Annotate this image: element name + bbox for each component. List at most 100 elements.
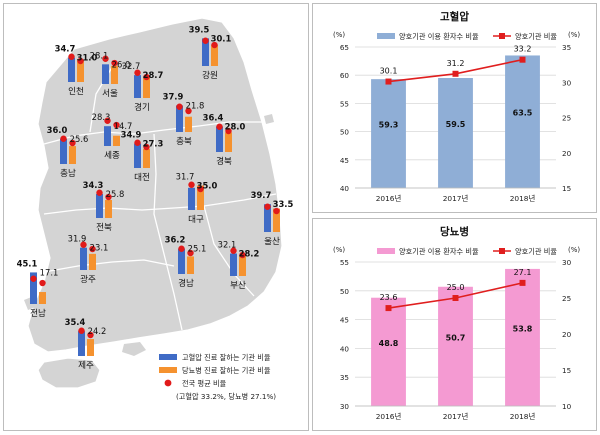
hypertension-chart-panel: 고혈압 양호기관 이용 환자수 비율 양호기관 비율 (%) (%) 40 45 50 55 60…	[312, 3, 597, 213]
left-tick-label: 40	[340, 184, 350, 193]
region-bp-value: 31.7	[176, 172, 195, 182]
legend-note-avg: (고혈압 33.2%, 당뇨병 27.1%)	[176, 392, 276, 401]
region-bp-value: 34.9	[121, 130, 142, 140]
region-name: 제주	[78, 360, 94, 371]
region-avg-marker	[178, 245, 185, 252]
x-tick-label: 2016년	[376, 412, 402, 421]
region-db-value: 25.1	[188, 244, 207, 254]
bar-value-label: 59.5	[446, 120, 466, 129]
region-bp-value: 28.3	[92, 112, 111, 122]
region-bp-value: 37.9	[163, 91, 184, 101]
line-value-label: 31.2	[447, 59, 465, 68]
right-tick-label: 10	[562, 402, 572, 411]
region-marker: 36.225.1 경남	[165, 235, 207, 289]
region-db-value: 25.8	[106, 189, 125, 199]
legend-swatch-bar	[377, 33, 395, 39]
region-avg-marker	[113, 121, 120, 129]
left-tick-label: 65	[340, 43, 349, 52]
legend-swatch-db	[159, 367, 177, 373]
region-marker: 31.735.0 대구	[176, 172, 218, 226]
region-db-bar	[239, 256, 246, 276]
region-name: 경기	[134, 101, 150, 113]
region-db-value: 35.0	[197, 181, 218, 191]
left-tick-label: 50	[340, 128, 350, 137]
region-bp-bar	[104, 126, 111, 146]
region-marker: 39.733.5 울산	[251, 190, 294, 247]
region-db-value: 33.5	[273, 199, 294, 209]
region-markers: 34.731.0 인천 28.126.0 서울 32.728.7 경기 39.530.1 강원…	[17, 24, 294, 371]
region-db-value: 23.1	[90, 243, 109, 253]
region-bp-value: 36.2	[165, 235, 186, 245]
region-avg-marker	[187, 249, 194, 257]
region-avg-marker	[134, 69, 141, 76]
legend-label-bar: 양호기관 이용 환자수 비율	[399, 247, 479, 256]
right-tick-label: 20	[562, 149, 572, 158]
region-bp-bar	[102, 64, 109, 84]
region-marker: 39.530.1 강원	[189, 24, 232, 81]
region-db-value: 26.0	[112, 59, 131, 69]
region-db-bar	[69, 146, 76, 164]
line-point	[452, 70, 459, 77]
region-name: 전남	[30, 308, 46, 319]
right-tick-label: 30	[562, 78, 572, 87]
right-axis-unit: (%)	[568, 31, 580, 39]
region-name: 강원	[202, 70, 218, 81]
region-avg-marker	[87, 331, 94, 339]
region-bp-value: 39.7	[251, 190, 272, 200]
region-name: 부산	[230, 280, 246, 291]
region-db-value: 28.7	[143, 70, 164, 80]
region-bp-value: 34.7	[55, 44, 76, 54]
region-bp-value: 36.0	[47, 125, 68, 135]
left-tick-label: 55	[340, 258, 349, 267]
region-db-bar	[77, 60, 84, 82]
region-avg-marker	[211, 41, 218, 49]
region-db-bar	[225, 132, 232, 152]
region-bp-value: 28.1	[90, 50, 109, 60]
right-tick-label: 15	[562, 366, 571, 375]
right-tick-label: 30	[562, 258, 572, 267]
region-marker: 35.424.2 제주	[65, 317, 107, 371]
bar	[371, 79, 406, 188]
region-avg-marker	[202, 37, 209, 44]
right-tick-label: 25	[562, 294, 571, 303]
region-avg-marker	[104, 117, 111, 124]
region-bp-bar	[188, 187, 195, 210]
line-point	[452, 295, 459, 301]
region-marker: 37.921.8 충북	[163, 91, 205, 147]
region-avg-marker	[188, 181, 195, 188]
legend-label-bar: 양호기관 이용 환자수 비율	[399, 32, 479, 41]
region-marker: 36.428.0 경북	[203, 113, 246, 167]
region-marker: 34.927.3 대전	[121, 130, 164, 183]
region-db-value: 17.1	[40, 267, 59, 277]
region-marker: 36.025.6 충남	[47, 125, 89, 179]
left-tick-label: 50	[340, 287, 350, 296]
region-db-bar	[111, 65, 118, 84]
region-avg-marker	[134, 139, 141, 146]
region-db-bar	[187, 256, 194, 274]
left-tick-label: 35	[340, 373, 349, 382]
left-axis-unit: (%)	[333, 246, 345, 254]
region-avg-marker	[225, 127, 232, 135]
region-bp-bar	[60, 138, 67, 164]
region-db-value: 30.1	[211, 33, 232, 43]
legend-label-avg: 전국 평균 비율	[182, 379, 227, 388]
region-avg-marker	[96, 189, 103, 196]
region-bp-bar	[80, 247, 87, 270]
region-bp-bar	[134, 143, 141, 168]
province-borders	[43, 63, 277, 331]
region-avg-marker	[143, 73, 150, 81]
region-marker: 31.923.1 광주	[68, 234, 109, 285]
region-bp-bar	[30, 272, 37, 304]
bar-value-label: 63.5	[513, 109, 533, 118]
right-axis-unit: (%)	[568, 246, 580, 254]
region-avg-marker	[197, 185, 204, 193]
left-tick-label: 45	[340, 156, 349, 165]
region-avg-marker	[143, 143, 150, 151]
right-tick-label: 20	[562, 330, 572, 339]
bar-value-label: 50.7	[446, 333, 466, 342]
region-bp-bar	[96, 193, 103, 218]
left-tick-label: 45	[340, 316, 349, 325]
line-point	[519, 56, 526, 63]
